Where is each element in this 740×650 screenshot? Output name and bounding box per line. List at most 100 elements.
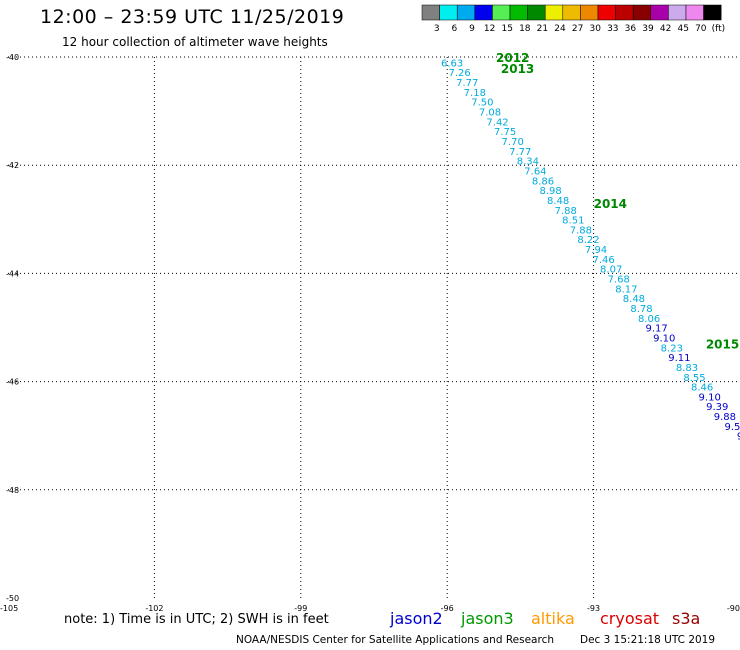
colorbar-tick-label: (ft): [712, 24, 726, 34]
swh-value-label: 8.17: [615, 284, 637, 295]
colorbar-tick-label: 12: [484, 24, 495, 34]
swh-value-label: 8.78: [630, 304, 652, 315]
colorbar-swatch: [685, 4, 704, 21]
swh-value-label: 9.10: [653, 333, 675, 344]
colorbar-tick-label: 6: [452, 24, 458, 34]
time-label: 2015: [706, 338, 739, 352]
swh-value-label: 6.63: [441, 58, 463, 69]
swh-value-label: 9.39: [706, 402, 728, 413]
swh-value-label: 8.22: [577, 235, 599, 246]
colorbar-tick-label: 39: [642, 24, 654, 34]
swh-value-label: 9.17: [646, 324, 668, 335]
colorbar-swatch: [597, 4, 616, 21]
time-label: 2013: [501, 62, 534, 76]
y-tick-label: -50: [6, 594, 19, 603]
y-tick-label: -46: [6, 378, 19, 387]
swh-value-label: 8.46: [691, 383, 713, 394]
swh-value-label: 8.83: [676, 363, 698, 374]
colorbar-tick-label: 70: [695, 24, 707, 34]
swh-value-label: 8.06: [638, 314, 660, 325]
swh-value-label: 7.70: [502, 137, 524, 148]
swh-value-label: 7.64: [524, 166, 546, 177]
colorbar-swatch: [580, 4, 599, 21]
colorbar-swatch: [562, 4, 581, 21]
colorbar-swatch: [615, 4, 634, 21]
chart-subtitle: 12 hour collection of altimeter wave hei…: [62, 35, 328, 49]
swh-value-label: 9.10: [699, 392, 721, 403]
swh-value-label: 7.88: [555, 206, 577, 217]
swh-value-label: 8.86: [532, 176, 554, 187]
colorbar-swatch: [668, 4, 687, 21]
timestamp: Dec 3 15:21:18 UTC 2019: [580, 634, 716, 646]
swh-value-label: 8.48: [623, 294, 645, 305]
x-tick-label: -93: [587, 604, 600, 613]
swh-value-label: 7.46: [592, 255, 614, 266]
swh-value-label: 9.88: [714, 412, 736, 423]
swh-value-label: 7.77: [509, 147, 531, 158]
legend-s3a: s3a: [672, 609, 701, 628]
swh-value-label: 8.55: [683, 373, 705, 384]
x-tick-label: -99: [294, 604, 307, 613]
colorbar-tick-label: 3: [434, 24, 440, 34]
colorbar-tick-label: 15: [501, 24, 512, 34]
colorbar-tick-label: 33: [607, 24, 618, 34]
y-tick-label: -48: [6, 486, 19, 495]
colorbar-tick-label: 45: [677, 24, 688, 34]
swh-value-label: 9: [737, 432, 740, 443]
swh-value-label: 9.5: [724, 422, 740, 433]
colorbar-swatch: [439, 4, 458, 21]
swh-value-label: 7.26: [449, 68, 471, 79]
legend-jason3: jason3: [461, 609, 514, 628]
colorbar-tick-label: 18: [519, 24, 531, 34]
colorbar-swatch: [544, 4, 564, 21]
time-label: 2012: [496, 51, 529, 65]
colorbar-swatch: [492, 4, 511, 21]
swh-value-label: 8.34: [517, 157, 539, 168]
swh-value-label: 8.07: [600, 265, 622, 276]
x-tick-label: -102: [145, 604, 163, 613]
colorbar-swatch: [527, 4, 546, 21]
swh-value-label: 8.23: [661, 343, 683, 354]
swh-value-label: 7.68: [608, 275, 630, 286]
colorbar-tick-label: 24: [554, 24, 566, 34]
colorbar-swatch: [474, 4, 493, 21]
time-label: 2014: [594, 197, 627, 211]
colorbar-tick-label: 27: [572, 24, 583, 34]
x-tick-label: -105: [0, 604, 18, 613]
colorbar-swatch: [509, 4, 528, 21]
swh-value-label: 7.77: [456, 78, 478, 89]
colorbar-tick-label: 36: [625, 24, 637, 34]
swh-value-label: 8.51: [562, 216, 584, 227]
colorbar-swatch: [456, 4, 476, 21]
colorbar-swatch: [650, 4, 669, 21]
y-tick-label: -42: [6, 161, 19, 170]
swh-value-label: 8.48: [547, 196, 569, 207]
swh-value-label: 7.50: [471, 98, 493, 109]
swh-value-label: 9.11: [668, 353, 690, 364]
swh-value-label: 8.98: [539, 186, 561, 197]
colorbar-tick-label: 30: [589, 24, 601, 34]
units-note: note: 1) Time is in UTC; 2) SWH is in fe…: [64, 612, 329, 627]
swh-value-label: 7.08: [479, 108, 501, 119]
swh-value-label: 7.88: [570, 225, 592, 236]
legend-jason2: jason2: [390, 609, 443, 628]
swh-value-label: 7.18: [464, 88, 486, 99]
colorbar-tick-label: 9: [469, 24, 475, 34]
chart-title: 12:00 – 23:59 UTC 11/25/2019: [40, 6, 345, 28]
colorbar-swatch: [703, 4, 722, 21]
swh-value-label: 7.42: [486, 117, 508, 128]
credit-text: NOAA/NESDIS Center for Satellite Applica…: [236, 634, 554, 646]
swh-value-label: 7.75: [494, 127, 516, 138]
x-tick-label: -90: [727, 604, 740, 613]
swh-value-label: 7.94: [585, 245, 607, 256]
y-tick-label: -44: [6, 269, 19, 278]
legend-altika: altika: [531, 609, 575, 628]
colorbar-tick-label: 21: [537, 24, 548, 34]
x-tick-label: -96: [441, 604, 454, 613]
colorbar-tick-label: 42: [660, 24, 671, 34]
legend-cryosat: cryosat: [600, 609, 660, 628]
y-tick-label: -40: [6, 53, 19, 62]
colorbar-swatch: [632, 4, 652, 21]
